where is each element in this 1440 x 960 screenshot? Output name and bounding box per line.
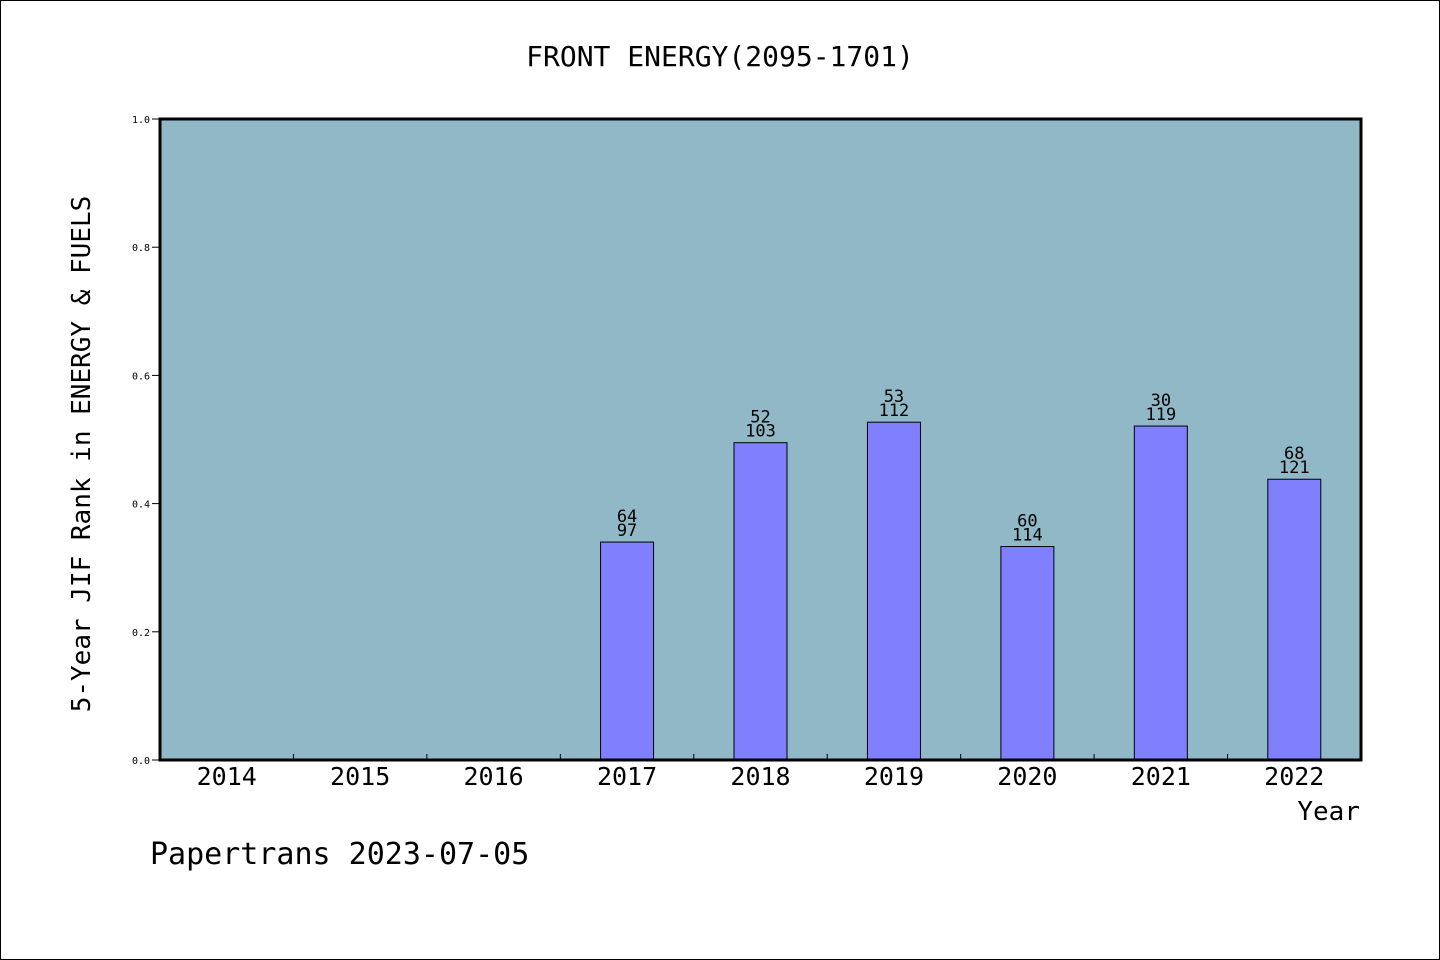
- bar-total-label: 103: [745, 422, 776, 442]
- y-tick-label: 0.4: [132, 500, 150, 511]
- x-tick-label: 2018: [730, 762, 790, 791]
- bar-2021: [1133, 425, 1188, 761]
- bar-total-label: 121: [1279, 458, 1310, 478]
- bar-total-label: 119: [1145, 405, 1176, 425]
- bar-2018: [733, 442, 788, 761]
- footer-credit: Papertrans 2023-07-05: [150, 837, 529, 872]
- y-tick-label: 0.8: [132, 243, 150, 254]
- bar-total-label: 114: [1012, 526, 1043, 546]
- x-tick-label: 2017: [597, 762, 657, 791]
- x-tick-label: 2020: [997, 762, 1057, 791]
- bar-rank-label: 53: [884, 387, 904, 407]
- bar-2019: [866, 421, 921, 761]
- y-tick-label: 0.0: [132, 756, 150, 767]
- x-tick-label: 2014: [197, 762, 257, 791]
- x-axis-label: Year: [1297, 797, 1360, 827]
- bar-2017: [600, 541, 655, 761]
- plot-border: [158, 117, 1363, 762]
- x-tick-label: 2021: [1131, 762, 1191, 791]
- y-tick-label: 0.2: [132, 628, 150, 639]
- x-tick-label: 2016: [464, 762, 524, 791]
- x-tick-label: 2022: [1264, 762, 1324, 791]
- y-tick-label: 1.0: [132, 115, 150, 126]
- bar-rank-label: 30: [1151, 391, 1171, 411]
- x-tick-label: 2015: [330, 762, 390, 791]
- y-axis-label: 5-Year JIF Rank in ENERGY & FUELS: [67, 196, 97, 713]
- bar-2020: [1000, 546, 1055, 761]
- bar-rank-label: 64: [617, 507, 637, 527]
- chart-title: FRONT ENERGY(2095-1701): [526, 40, 914, 73]
- bar-rank-label: 68: [1284, 444, 1304, 464]
- bar-2022: [1267, 478, 1322, 761]
- bar-total-label: 97: [617, 521, 637, 541]
- x-tick-label: 2019: [864, 762, 924, 791]
- bar-rank-label: 52: [750, 408, 770, 428]
- bar-rank-label: 60: [1017, 512, 1037, 532]
- bar-total-label: 112: [879, 401, 910, 421]
- y-tick-label: 0.6: [132, 371, 150, 382]
